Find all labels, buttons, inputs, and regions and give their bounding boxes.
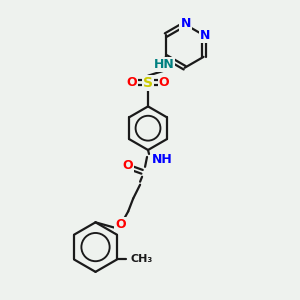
Text: N: N	[200, 28, 211, 42]
Text: O: O	[159, 76, 169, 89]
Text: HN: HN	[153, 58, 174, 71]
Text: NH: NH	[152, 153, 173, 167]
Text: O: O	[115, 218, 126, 231]
Text: CH₃: CH₃	[131, 254, 153, 265]
Text: S: S	[143, 76, 153, 90]
Text: N: N	[181, 17, 191, 30]
Text: O: O	[127, 76, 137, 89]
Text: O: O	[122, 159, 133, 172]
